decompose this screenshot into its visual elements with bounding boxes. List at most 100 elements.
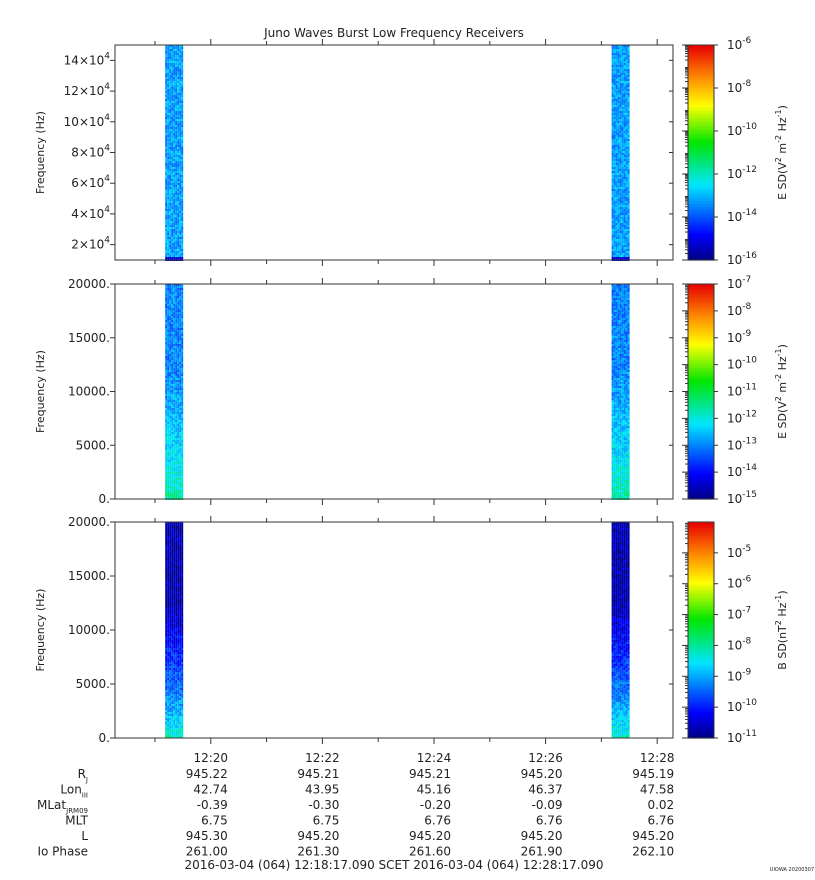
colorbar-tick-label: 10-8 (727, 79, 752, 95)
spectrogram-burst (165, 522, 184, 738)
spectrogram-burst (165, 45, 184, 261)
ephemeris-label: RJ (78, 767, 88, 784)
ephemeris-value: 0.02 (647, 798, 674, 812)
ephemeris-value: 945.20 (632, 829, 674, 843)
colorbar-tick-label: 10-8 (727, 636, 752, 652)
plot-frame (114, 521, 674, 739)
x-tick-label: 12:22 (305, 751, 340, 765)
ephemeris-value: 6.76 (424, 814, 451, 828)
colorbar-tick-label: 10-6 (727, 575, 752, 591)
colorbar-label: B SD(nT2 Hz-1) (774, 590, 789, 669)
ephemeris-value: 6.76 (536, 814, 563, 828)
ephemeris-value: 262.10 (632, 845, 674, 859)
ephemeris-label: MLatJRM09 (37, 798, 88, 815)
x-tick-label: 12:28 (640, 751, 675, 765)
colorbar-tick-label: 10-7 (727, 606, 751, 622)
x-tick-label: 12:24 (417, 751, 452, 765)
ephemeris-value: 945.21 (409, 767, 451, 781)
y-axis-label: Frequency (Hz) (34, 350, 47, 433)
ephemeris-value: -0.09 (532, 798, 563, 812)
y-tick-label: 10000. (68, 623, 110, 637)
y-tick-label: 20000. (68, 277, 110, 291)
x-tick-label: 12:20 (193, 751, 228, 765)
ephemeris-value: 945.30 (186, 829, 228, 843)
ephemeris-value: 945.21 (297, 767, 339, 781)
ephemeris-value: 261.90 (521, 845, 563, 859)
ephemeris-value: -0.20 (420, 798, 451, 812)
ephemeris-value: 261.30 (297, 845, 339, 859)
spectrogram-burst (165, 284, 184, 500)
ephemeris-value: 945.22 (186, 767, 228, 781)
y-tick-label: 8×104 (71, 144, 110, 160)
time-range-label: 2016-03-04 (064) 12:18:17.090 SCET 2016-… (184, 858, 603, 872)
ephemeris-value: 261.00 (186, 845, 228, 859)
plot-frame (114, 44, 674, 261)
spectrogram-burst (611, 45, 630, 261)
colorbar-tick-label: 10-13 (727, 436, 757, 452)
ephemeris-value: 945.19 (632, 767, 674, 781)
figure-title: Juno Waves Burst Low Frequency Receivers (263, 26, 524, 40)
colorbar-tick-label: 10-9 (727, 667, 752, 683)
panel-3: 0. 5000. 10000. 15000. 20000. Frequency (Hz) 1… (34, 515, 789, 745)
panel-1: 2×104 4×104 6×104 8×104 10×104 12×104 14×104 Fr… (34, 36, 789, 267)
y-tick-label: 5000. (76, 677, 110, 691)
colorbar-tick-label: 10-14 (727, 208, 757, 224)
colorbar-tick-label: 10-6 (727, 36, 752, 52)
ephemeris-value: 45.16 (417, 783, 451, 797)
colorbar-tick-label: 10-12 (727, 409, 757, 425)
ephemeris-value: 945.20 (521, 767, 563, 781)
colorbar-label: E SD(V2 m-2 Hz-1) (774, 105, 789, 200)
y-tick-label: 12×104 (64, 82, 111, 98)
ephemeris-value: 945.20 (409, 829, 451, 843)
x-tick-label: 12:26 (528, 751, 563, 765)
colorbar-tick-label: 10-10 (727, 356, 757, 372)
y-axis-label: Frequency (Hz) (34, 111, 47, 194)
ephemeris-value: 46.37 (528, 783, 562, 797)
colorbar-tick-label: 10-12 (727, 165, 757, 181)
ephemeris-table: RJ 945.22 945.21 945.21 945.20 945.19 LonIII 42… (37, 767, 674, 859)
colorbar-label: E SD(V2 m-2 Hz-1) (774, 344, 789, 439)
colorbar-tick-label: 10-11 (727, 383, 757, 399)
y-tick-label: 10000. (68, 385, 110, 399)
ephemeris-label: LonIII (60, 783, 88, 800)
colorbar: 10-7 10-8 10-9 10-10 10-11 10-12 10-13 10-14 10-… (682, 275, 789, 506)
y-tick-label: 15000. (68, 569, 110, 583)
ephemeris-value: -0.30 (308, 798, 339, 812)
colorbar-tick-label: 10-9 (727, 329, 752, 345)
y-tick-label: 0. (99, 731, 110, 745)
colorbar-frame (687, 521, 715, 739)
colorbar-tick-label: 10-10 (727, 698, 757, 714)
ephemeris-value: 6.76 (647, 814, 674, 828)
y-axis-label: Frequency (Hz) (34, 589, 47, 672)
ephemeris-value: 43.95 (305, 783, 339, 797)
ephemeris-label: MLT (65, 814, 88, 828)
ephemeris-value: -0.39 (197, 798, 228, 812)
y-tick-label: 0. (99, 492, 110, 506)
colorbar-tick-label: 10-5 (727, 544, 751, 560)
colorbar-tick-label: 10-14 (727, 463, 757, 479)
y-tick-label: 2×104 (71, 236, 110, 252)
ephemeris-value: 945.20 (521, 829, 563, 843)
x-axis-labels: 12:20 12:22 12:24 12:26 12:28 (193, 751, 674, 765)
y-tick-label: 5000. (76, 438, 110, 452)
colorbar-frame (687, 44, 715, 261)
colorbar-tick-label: 10-16 (727, 251, 757, 267)
y-tick-label: 14×104 (64, 51, 111, 67)
ephemeris-value: 945.20 (297, 829, 339, 843)
colorbar-tick-label: 10-10 (727, 122, 757, 138)
ephemeris-value: 42.74 (193, 783, 227, 797)
y-tick-label: 15000. (68, 331, 110, 345)
spectrogram-burst (611, 284, 630, 500)
ephemeris-label: L (81, 829, 88, 843)
y-tick-label: 6×104 (71, 174, 110, 190)
ephemeris-label: Io Phase (37, 845, 88, 859)
colorbar-tick-label: 10-15 (727, 490, 757, 506)
spectrogram-burst (611, 522, 630, 738)
ephemeris-value: 6.75 (201, 814, 228, 828)
generation-stamp: UIOWA 20200307 (770, 867, 814, 873)
panel-2: 0. 5000. 10000. 15000. 20000. Frequency (Hz) 1… (34, 275, 789, 506)
ephemeris-value: 261.60 (409, 845, 451, 859)
y-tick-label: 10×104 (64, 113, 111, 129)
colorbar: 10-6 10-8 10-10 10-12 10-14 10-16 E SD(V2 m-2 … (682, 36, 789, 267)
